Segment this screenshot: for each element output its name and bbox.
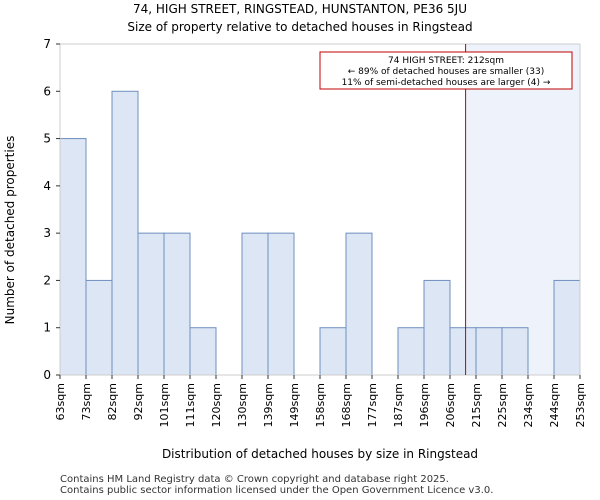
y-tick-label: 7 bbox=[43, 37, 51, 51]
y-tick-label: 6 bbox=[43, 84, 51, 98]
x-tick-label: 244sqm bbox=[548, 383, 561, 427]
bar-82sqm bbox=[111, 90, 139, 376]
y-tick-label: 0 bbox=[43, 368, 51, 382]
annotation-line-3: 11% of semi-detached houses are larger (… bbox=[342, 78, 551, 88]
x-tick-label: 206sqm bbox=[444, 383, 457, 427]
annotation-line-1: 74 HIGH STREET: 212sqm bbox=[388, 56, 504, 66]
x-tick-label: 120sqm bbox=[210, 383, 223, 427]
bar-225sqm bbox=[501, 327, 529, 376]
x-tick-label: 234sqm bbox=[522, 383, 535, 427]
bar-215sqm bbox=[475, 327, 503, 376]
x-tick-label: 253sqm bbox=[574, 383, 587, 427]
x-tick-label: 225sqm bbox=[496, 383, 509, 427]
y-tick-label: 1 bbox=[43, 321, 51, 335]
footer-line-1: Contains HM Land Registry data © Crown c… bbox=[60, 474, 449, 485]
x-tick-label: 130sqm bbox=[236, 383, 249, 427]
x-tick-label: 158sqm bbox=[314, 383, 327, 427]
x-tick-label: 92sqm bbox=[132, 383, 145, 420]
bar-111sqm bbox=[189, 327, 217, 376]
footer-line-2: Contains public sector information licen… bbox=[60, 485, 494, 496]
y-axis-label: Number of detached properties bbox=[3, 136, 17, 325]
x-tick-label: 63sqm bbox=[54, 383, 67, 420]
x-tick-label: 196sqm bbox=[418, 383, 431, 427]
x-tick-label: 215sqm bbox=[470, 383, 483, 427]
annotation-line-2: ← 89% of detached houses are smaller (33… bbox=[348, 67, 545, 77]
y-tick-label: 3 bbox=[43, 226, 51, 240]
bar-130sqm bbox=[241, 232, 269, 376]
y-tick-label: 5 bbox=[43, 132, 51, 146]
x-tick-label: 139sqm bbox=[262, 383, 275, 427]
x-tick-label: 168sqm bbox=[340, 383, 353, 427]
x-axis-label: Distribution of detached houses by size … bbox=[162, 447, 478, 461]
y-tick-label: 4 bbox=[43, 179, 51, 193]
bar-101sqm bbox=[163, 232, 191, 376]
x-tick-label: 187sqm bbox=[392, 383, 405, 427]
y-tick-label: 2 bbox=[43, 273, 51, 287]
bar-196sqm bbox=[423, 279, 451, 376]
x-tick-label: 177sqm bbox=[366, 383, 379, 427]
bar-92sqm bbox=[137, 232, 165, 376]
bar-206sqm bbox=[449, 327, 477, 376]
x-tick-label: 149sqm bbox=[288, 383, 301, 427]
chart-subtitle: Size of property relative to detached ho… bbox=[127, 20, 473, 34]
x-tick-label: 111sqm bbox=[184, 383, 197, 427]
bar-63sqm bbox=[59, 138, 87, 376]
annotation-box bbox=[319, 51, 573, 90]
x-tick-label: 73sqm bbox=[80, 383, 93, 420]
bar-244sqm bbox=[553, 279, 581, 376]
chart-title: 74, HIGH STREET, RINGSTEAD, HUNSTANTON, … bbox=[133, 2, 467, 16]
bar-73sqm bbox=[85, 279, 113, 376]
bar-139sqm bbox=[267, 232, 295, 376]
bar-168sqm bbox=[345, 232, 373, 376]
bar-187sqm bbox=[397, 327, 425, 376]
bar-158sqm bbox=[319, 327, 347, 376]
x-tick-label: 82sqm bbox=[106, 383, 119, 420]
x-tick-label: 101sqm bbox=[158, 383, 171, 427]
